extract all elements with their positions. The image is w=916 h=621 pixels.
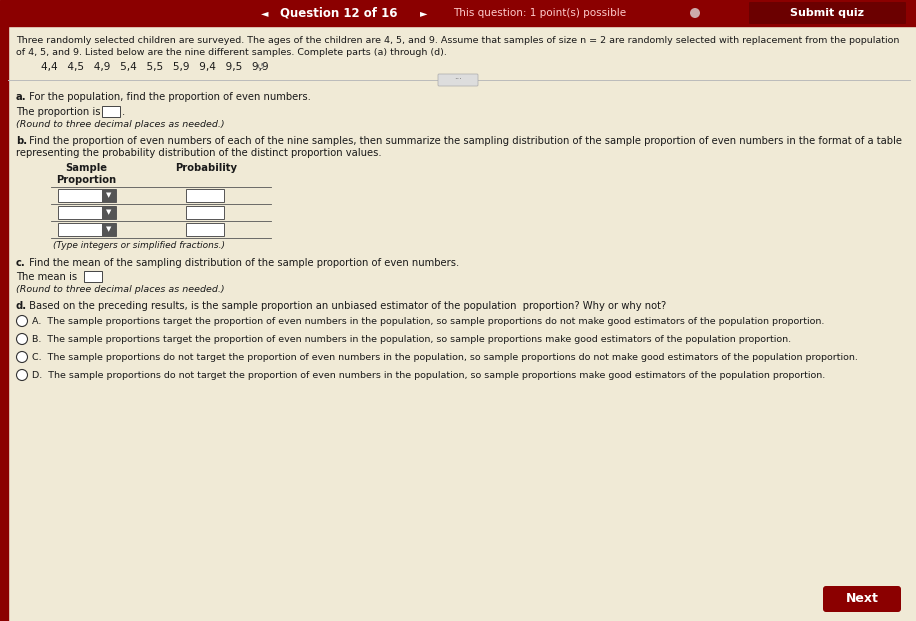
- Text: Next: Next: [845, 592, 878, 605]
- Circle shape: [16, 315, 27, 327]
- Bar: [102, 106, 120, 117]
- Text: Probability: Probability: [175, 163, 237, 173]
- Bar: [102, 223, 116, 236]
- Text: This question: 1 point(s) possible: This question: 1 point(s) possible: [453, 8, 627, 18]
- Bar: [84, 271, 102, 282]
- Text: ▼: ▼: [106, 209, 112, 215]
- Circle shape: [690, 8, 700, 18]
- Text: d.: d.: [16, 301, 27, 311]
- Text: ►: ►: [420, 8, 428, 18]
- Text: Three randomly selected children are surveyed. The ages of the children are 4, 5: Three randomly selected children are sur…: [16, 36, 900, 45]
- Text: Find the mean of the sampling distribution of the sample proportion of even numb: Find the mean of the sampling distributi…: [26, 258, 459, 268]
- Bar: [58, 223, 116, 236]
- Text: Submit quiz: Submit quiz: [790, 8, 864, 18]
- Text: c.: c.: [16, 258, 26, 268]
- Text: Question 12 of 16: Question 12 of 16: [280, 6, 398, 19]
- Bar: [186, 206, 224, 219]
- Circle shape: [16, 333, 27, 345]
- Text: ···: ···: [454, 76, 462, 84]
- Text: D.  The sample proportions do not target the proportion of even numbers in the p: D. The sample proportions do not target …: [32, 371, 825, 379]
- Text: Find the proportion of even numbers of each of the nine samples, then summarize : Find the proportion of even numbers of e…: [26, 136, 902, 146]
- Bar: [0, 26, 8, 621]
- Text: B.  The sample proportions target the proportion of even numbers in the populati: B. The sample proportions target the pro…: [32, 335, 791, 343]
- Text: Based on the preceding results, is the sample proportion an unbiased estimator o: Based on the preceding results, is the s…: [26, 301, 666, 311]
- Bar: [102, 189, 116, 202]
- Text: The mean is: The mean is: [16, 272, 77, 282]
- FancyBboxPatch shape: [438, 74, 478, 86]
- Text: a.: a.: [16, 92, 27, 102]
- Bar: [58, 189, 116, 202]
- Text: of 4, 5, and 9. Listed below are the nine different samples. Complete parts (a) : of 4, 5, and 9. Listed below are the nin…: [16, 48, 447, 57]
- FancyBboxPatch shape: [823, 586, 901, 612]
- Bar: [186, 223, 224, 236]
- Bar: [186, 189, 224, 202]
- Text: 4,4   4,5   4,9   5,4   5,5   5,9   9,4   9,5   9,9: 4,4 4,5 4,9 5,4 5,5 5,9 9,4 9,5 9,9: [41, 62, 268, 72]
- Text: C.  The sample proportions do not target the proportion of even numbers in the p: C. The sample proportions do not target …: [32, 353, 858, 361]
- Text: For the population, find the proportion of even numbers.: For the population, find the proportion …: [26, 92, 311, 102]
- Circle shape: [16, 351, 27, 363]
- FancyBboxPatch shape: [749, 2, 906, 24]
- Text: b.: b.: [16, 136, 27, 146]
- Text: Sample
Proportion: Sample Proportion: [56, 163, 116, 186]
- Text: ↺: ↺: [256, 62, 265, 72]
- Text: ▼: ▼: [106, 227, 112, 232]
- Text: .: .: [122, 107, 125, 117]
- Bar: [102, 206, 116, 219]
- Text: representing the probability distribution of the distinct proportion values.: representing the probability distributio…: [16, 148, 382, 158]
- Bar: [58, 206, 116, 219]
- Text: (Type integers or simplified fractions.): (Type integers or simplified fractions.): [53, 241, 225, 250]
- Text: A.  The sample proportions target the proportion of even numbers in the populati: A. The sample proportions target the pro…: [32, 317, 824, 325]
- Text: (Round to three decimal places as needed.): (Round to three decimal places as needed…: [16, 285, 224, 294]
- Text: ▼: ▼: [106, 193, 112, 199]
- Text: ◄: ◄: [260, 8, 268, 18]
- Bar: [0, 0, 916, 26]
- Text: The proportion is: The proportion is: [16, 107, 101, 117]
- Text: (Round to three decimal places as needed.): (Round to three decimal places as needed…: [16, 120, 224, 129]
- Circle shape: [16, 369, 27, 381]
